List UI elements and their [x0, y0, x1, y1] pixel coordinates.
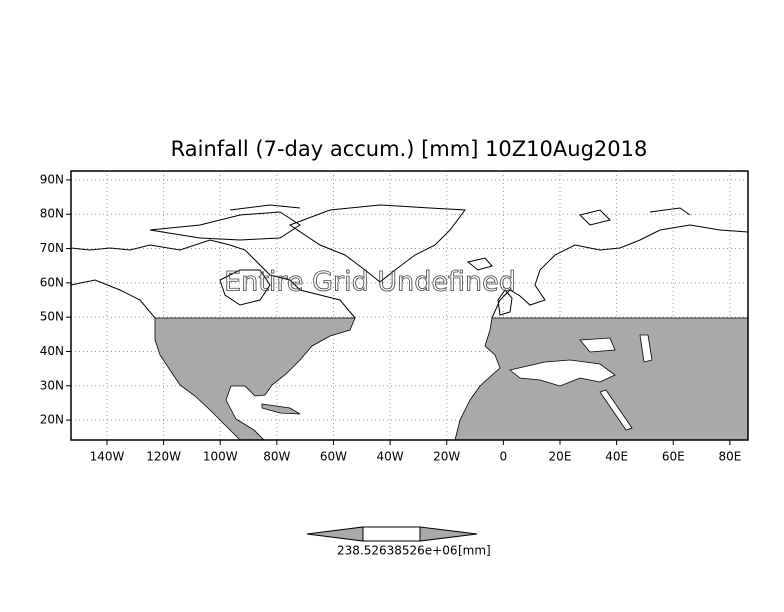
colorbar: 238.52638526e+06 [mm]: [306, 526, 491, 558]
cuba: [261, 403, 301, 415]
greenland: [288, 204, 466, 283]
caspian-sea: [639, 334, 653, 363]
hudson-bay: [219, 269, 271, 306]
x-tick-label: 0: [500, 450, 508, 464]
arctic-islands: [149, 204, 301, 241]
british-isles: [497, 289, 513, 316]
x-tick-label: 120W: [146, 450, 181, 464]
svalbard: [579, 207, 691, 226]
x-tick-label: 20W: [433, 450, 460, 464]
colorbar-low: [306, 526, 364, 542]
black-sea: [579, 337, 616, 353]
x-tick-label: 40W: [377, 450, 404, 464]
map-title: Rainfall (7-day accum.) [mm] 10Z10Aug201…: [171, 137, 648, 161]
europe-coast: [491, 224, 749, 319]
red-sea: [599, 389, 633, 431]
x-tick-label: 80W: [263, 450, 290, 464]
colorbar-box: [362, 526, 421, 542]
map-frame: [70, 170, 749, 441]
x-tick-label: 40E: [605, 450, 628, 464]
colorbar-high: [419, 526, 478, 542]
axis-ticks: 140W 120W 100W 80W 60W 40W 20W 0 20E 40E 60E 80E 20N…: [40, 172, 742, 463]
mediterranean: [509, 359, 616, 387]
colorbar-unit: [mm]: [458, 544, 491, 558]
y-tick-label: 40N: [40, 344, 64, 358]
colorbar-label: 238.52638526e+06: [337, 544, 458, 558]
x-tick-label: 20E: [549, 450, 572, 464]
undefined-grid-note: Entire Grid Undefined: [224, 267, 516, 298]
y-tick-label: 80N: [40, 207, 64, 221]
north-america-shaded: [154, 317, 356, 441]
canada-coast: [70, 239, 356, 319]
land-shading: [154, 317, 749, 441]
x-tick-label: 140W: [90, 450, 125, 464]
y-tick-label: 60N: [40, 275, 64, 289]
x-tick-label: 60E: [662, 450, 685, 464]
coastlines: [70, 204, 749, 319]
x-tick-label: 80E: [718, 450, 741, 464]
y-tick-label: 70N: [40, 241, 64, 255]
y-tick-label: 20N: [40, 413, 64, 427]
x-tick-label: 100W: [203, 450, 238, 464]
y-tick-label: 50N: [40, 310, 64, 324]
x-tick-label: 60W: [320, 450, 347, 464]
y-tick-label: 30N: [40, 378, 64, 392]
iceland: [466, 257, 493, 271]
y-tick-label: 90N: [40, 172, 64, 186]
